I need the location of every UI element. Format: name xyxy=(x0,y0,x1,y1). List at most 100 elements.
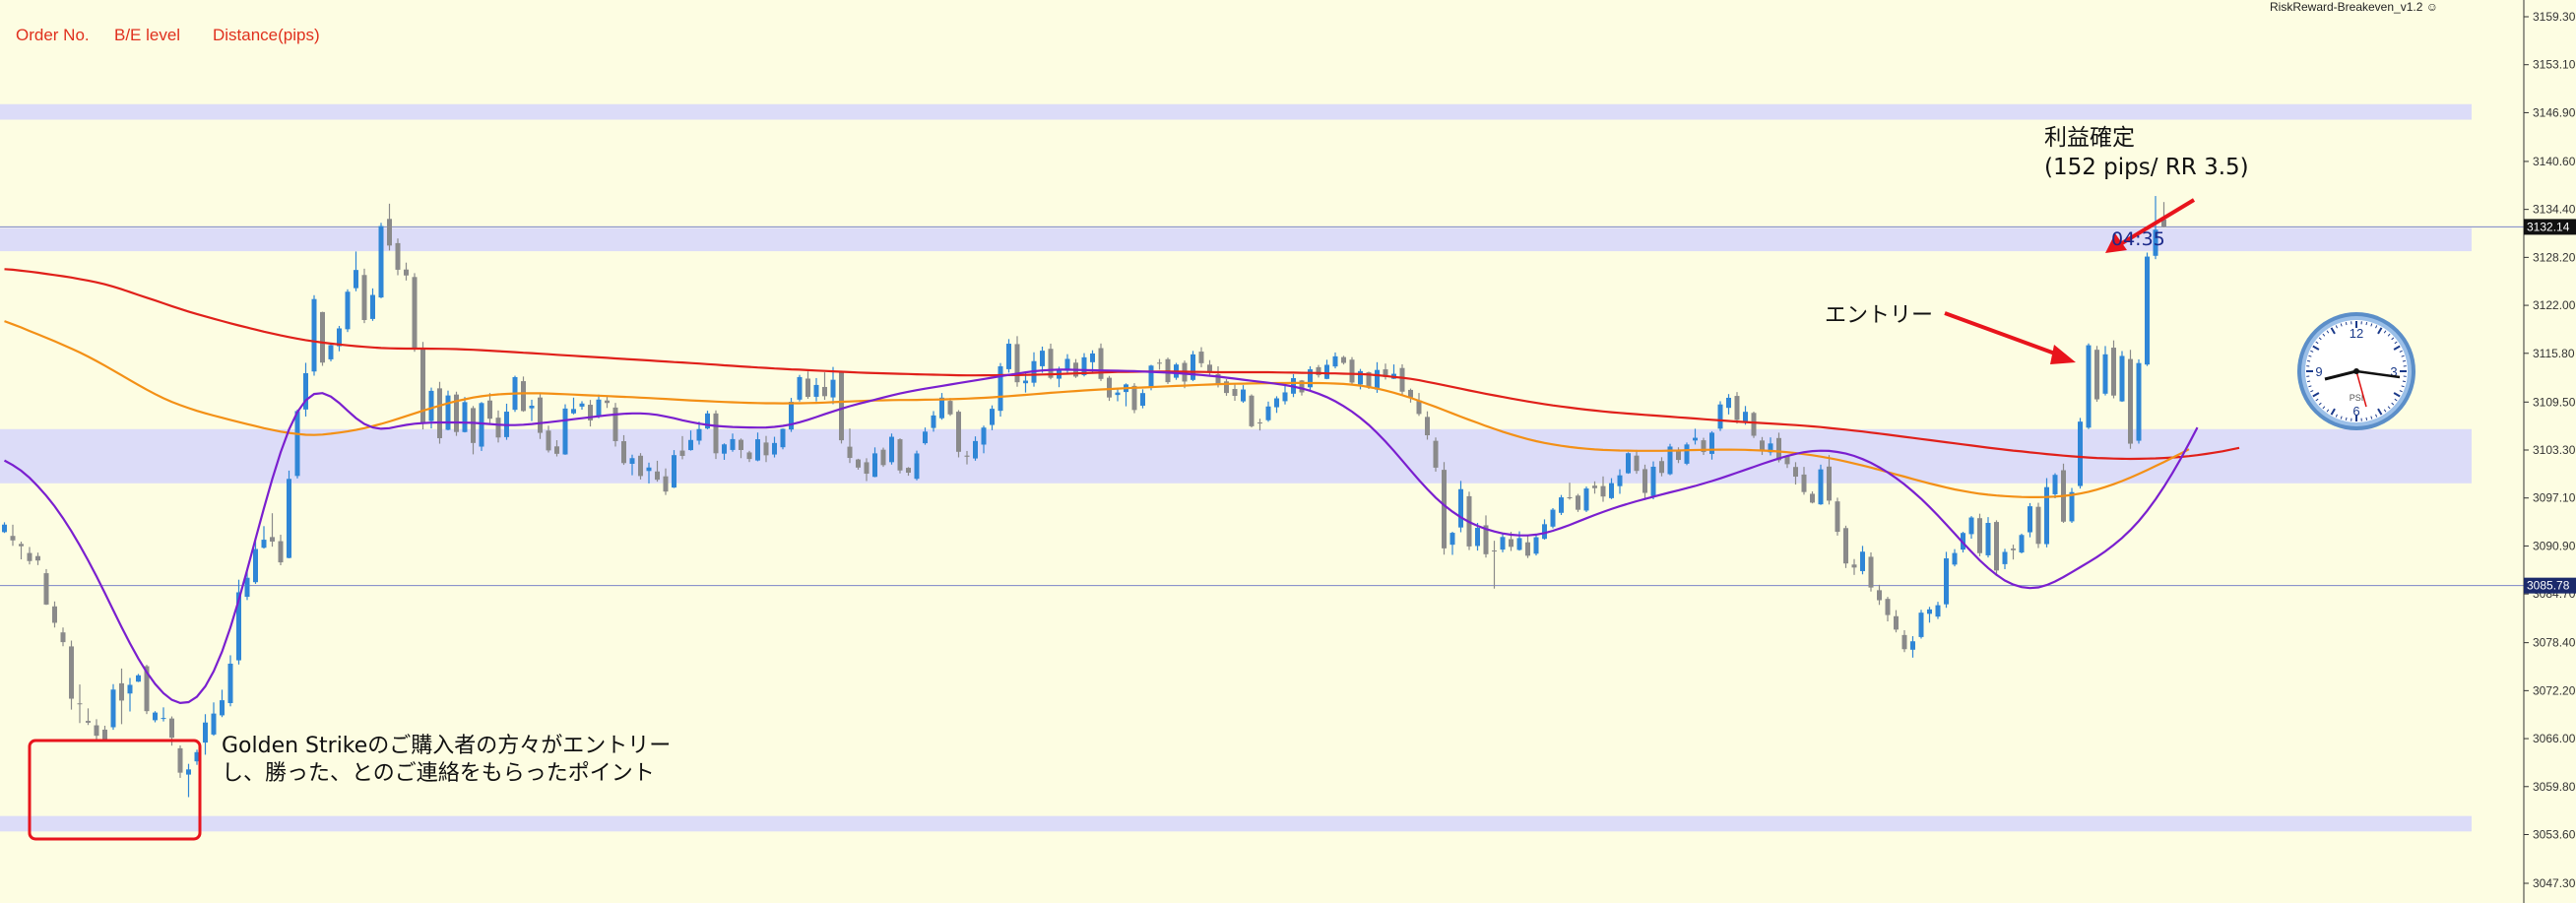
candle-body xyxy=(404,269,409,276)
candle-body xyxy=(2019,535,2025,553)
profit-arrow xyxy=(2105,198,2196,253)
candle-body xyxy=(428,390,434,421)
clock-tick xyxy=(2399,350,2403,353)
header-be-level: B/E level xyxy=(114,26,181,44)
candle-body xyxy=(1968,517,1974,535)
clock-number-6: 6 xyxy=(2352,404,2359,419)
candle-body xyxy=(1868,556,1874,588)
clock-tick xyxy=(2315,341,2319,345)
entry-note: エントリー xyxy=(1825,303,1934,328)
candle-body xyxy=(1492,550,1497,552)
candle-body xyxy=(244,577,250,598)
candle-body xyxy=(2078,421,2083,486)
candle-body xyxy=(1935,605,1941,617)
candle-body xyxy=(521,381,526,412)
candle-body xyxy=(387,219,392,246)
candle-body xyxy=(1659,461,1664,474)
candle-body xyxy=(1743,412,1748,423)
candlesticks xyxy=(2,196,2166,798)
candle-body xyxy=(337,328,342,347)
candle-body xyxy=(1516,538,1522,550)
candle-body xyxy=(153,712,158,721)
candle-body xyxy=(1709,432,1714,454)
y-tick-label: 3153.10 xyxy=(2533,58,2576,72)
candle-body xyxy=(1148,365,1154,388)
candle-body xyxy=(705,413,710,429)
candle-body xyxy=(454,394,459,432)
candle-body xyxy=(1224,381,1229,394)
candle-body xyxy=(856,459,861,468)
candle-body xyxy=(1576,495,1580,510)
bar-timer: 04:35 xyxy=(2111,228,2165,250)
candle-body xyxy=(253,548,258,583)
candle-body xyxy=(77,703,83,705)
candle-body xyxy=(2136,362,2142,441)
clock-tick xyxy=(2399,390,2403,393)
candle-body xyxy=(571,409,576,414)
candle-body xyxy=(1717,404,1723,429)
moving-averages xyxy=(3,268,2240,705)
candle-body xyxy=(2128,358,2133,444)
y-tick-label: 3140.60 xyxy=(2533,155,2576,168)
candle-body xyxy=(1910,641,1915,650)
candle-body xyxy=(1207,364,1212,373)
candle-body xyxy=(1885,599,1891,615)
clock-tick xyxy=(2310,350,2314,353)
candle-body xyxy=(538,397,543,433)
clock-tick xyxy=(2307,359,2311,362)
candle-body xyxy=(1500,537,1506,550)
clock-tick xyxy=(2383,330,2387,334)
candle-body xyxy=(203,722,208,743)
candle-body xyxy=(462,402,468,432)
candle-body xyxy=(1542,524,1547,540)
y-axis-labels: 3159.30 3153.10 3146.90 3140.60 3134.40 3128.… xyxy=(2524,10,2576,890)
candle-body xyxy=(2161,219,2166,227)
candle-body xyxy=(278,541,284,563)
candle-body xyxy=(612,407,618,441)
candle-body xyxy=(186,769,191,775)
candle-body xyxy=(1265,406,1271,420)
candle-body xyxy=(136,675,141,682)
clock-brand: PSI xyxy=(2350,393,2364,403)
candle-body xyxy=(1416,400,1422,415)
candle-body xyxy=(1249,395,1255,426)
candle-body xyxy=(605,400,610,404)
y-tick-label: 3059.80 xyxy=(2533,780,2576,794)
candle-body xyxy=(1316,366,1321,376)
candle-body xyxy=(1375,369,1380,390)
candle-body xyxy=(588,405,593,420)
candle-body xyxy=(2086,345,2092,428)
candle-body xyxy=(169,718,174,739)
candle-body xyxy=(311,298,317,372)
candle-body xyxy=(194,751,200,762)
candle-body xyxy=(345,291,351,330)
clock-tick xyxy=(2312,392,2320,398)
candle-body xyxy=(1191,354,1195,380)
y-tick-label: 3122.00 xyxy=(2533,298,2576,312)
y-tick-label: 3066.00 xyxy=(2533,732,2576,745)
golden-strike-note: Golden Strikeのご購入者の方々がエントリー し、勝った、とのご連絡を… xyxy=(222,733,671,788)
candle-body xyxy=(1048,349,1054,378)
candle-body xyxy=(1600,485,1606,497)
candle-body xyxy=(1014,344,1020,383)
candle-body xyxy=(931,415,936,428)
candle-body xyxy=(1274,398,1279,408)
ma-orange-line xyxy=(4,320,2190,498)
candle-body xyxy=(1860,551,1865,571)
candle-body xyxy=(236,592,241,661)
candle-body xyxy=(177,747,183,773)
candle-body xyxy=(1701,440,1707,453)
candle-body xyxy=(1810,493,1815,503)
y-tick-label: 3090.90 xyxy=(2533,539,2576,552)
candle-body xyxy=(1433,440,1439,468)
clock-tick xyxy=(2393,345,2401,351)
candle-body xyxy=(847,446,853,459)
candle-body xyxy=(529,405,535,409)
clock-tick xyxy=(2401,385,2405,388)
candle-body xyxy=(1449,533,1455,546)
candle-body xyxy=(395,242,401,270)
candle-body xyxy=(270,537,275,542)
candle-body xyxy=(1827,466,1832,501)
candle-body xyxy=(998,365,1003,412)
